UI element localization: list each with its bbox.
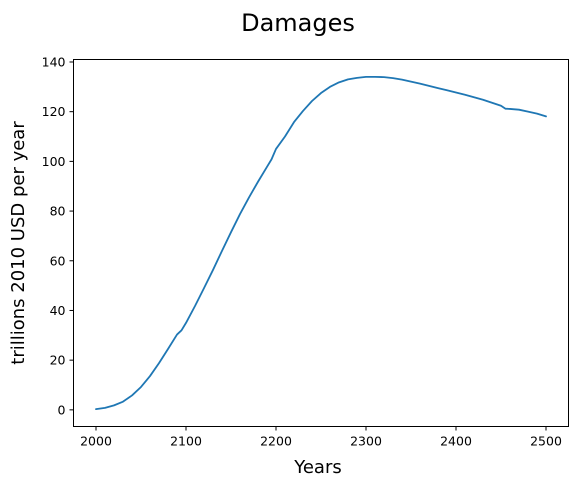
x-tick-label: 2100 [170, 434, 202, 449]
y-axis-ticks: 0 20 40 60 80 100 120 140 [42, 54, 74, 417]
x-tick-label: 2400 [440, 434, 472, 449]
y-tick-label: 100 [42, 154, 66, 169]
x-tick-label: 2000 [80, 434, 112, 449]
y-tick-label: 80 [50, 204, 66, 219]
y-axis-label: trillions 2010 USD per year [8, 121, 29, 365]
y-tick-label: 20 [50, 353, 66, 368]
x-tick-label: 2300 [350, 434, 382, 449]
chart-title: Damages [241, 9, 355, 37]
y-tick-label: 120 [42, 104, 66, 119]
x-tick-label: 2500 [530, 434, 562, 449]
x-axis-label: Years [293, 457, 342, 478]
series-line [95, 75, 547, 411]
y-tick-label: 40 [50, 303, 66, 318]
y-tick-label: 0 [58, 402, 66, 417]
plot-frame [73, 59, 569, 427]
y-tick-label: 140 [42, 54, 66, 69]
y-tick-label: 60 [50, 253, 66, 268]
x-tick-label: 2200 [260, 434, 292, 449]
x-axis-ticks: 2000 2100 2200 2300 2400 2500 [80, 426, 562, 449]
